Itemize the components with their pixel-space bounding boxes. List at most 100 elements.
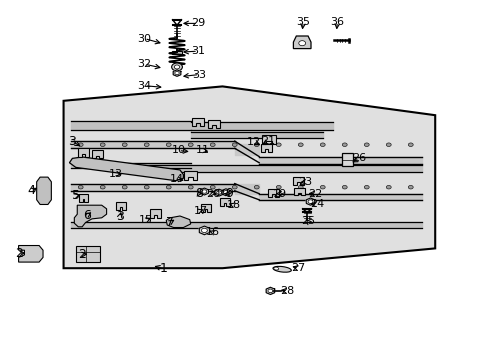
Text: 15: 15 xyxy=(139,215,152,225)
Ellipse shape xyxy=(273,267,278,270)
Text: 21: 21 xyxy=(261,136,274,146)
Polygon shape xyxy=(37,177,51,204)
Text: 6: 6 xyxy=(83,209,91,222)
Polygon shape xyxy=(150,209,161,217)
Text: 10: 10 xyxy=(171,145,185,156)
Polygon shape xyxy=(293,188,304,195)
Circle shape xyxy=(174,65,180,69)
Text: 28: 28 xyxy=(280,286,294,296)
Text: 14: 14 xyxy=(170,174,183,184)
Circle shape xyxy=(175,72,179,75)
Text: 17: 17 xyxy=(193,206,207,216)
Polygon shape xyxy=(184,171,197,180)
Polygon shape xyxy=(74,205,106,227)
Polygon shape xyxy=(173,70,181,76)
Circle shape xyxy=(216,191,221,194)
Polygon shape xyxy=(222,189,229,196)
Circle shape xyxy=(171,63,182,71)
Circle shape xyxy=(407,185,412,189)
Circle shape xyxy=(342,143,346,147)
Polygon shape xyxy=(199,226,209,235)
Bar xyxy=(342,153,352,166)
Polygon shape xyxy=(69,157,183,181)
Polygon shape xyxy=(268,189,279,197)
Text: 4: 4 xyxy=(28,184,36,197)
Polygon shape xyxy=(262,135,275,144)
Circle shape xyxy=(320,185,325,189)
Polygon shape xyxy=(201,204,211,212)
Circle shape xyxy=(298,41,305,46)
Text: 23: 23 xyxy=(298,177,312,187)
Circle shape xyxy=(166,143,171,147)
Polygon shape xyxy=(192,118,203,126)
Text: 26: 26 xyxy=(352,153,366,163)
Text: 34: 34 xyxy=(137,81,151,91)
Circle shape xyxy=(144,143,149,147)
Text: 18: 18 xyxy=(226,200,240,210)
Circle shape xyxy=(144,185,149,189)
Circle shape xyxy=(267,289,272,293)
Circle shape xyxy=(276,185,281,189)
Circle shape xyxy=(364,185,368,189)
Circle shape xyxy=(407,143,412,147)
Circle shape xyxy=(254,143,259,147)
Circle shape xyxy=(122,185,127,189)
Text: 2: 2 xyxy=(78,248,86,261)
Polygon shape xyxy=(292,177,303,185)
Polygon shape xyxy=(265,287,274,294)
Polygon shape xyxy=(92,150,103,158)
Polygon shape xyxy=(76,246,100,262)
Text: 32: 32 xyxy=(137,59,151,69)
Circle shape xyxy=(298,143,303,147)
Polygon shape xyxy=(215,189,223,196)
Text: 13: 13 xyxy=(109,168,122,179)
Circle shape xyxy=(78,143,83,147)
Circle shape xyxy=(254,185,259,189)
Circle shape xyxy=(201,228,207,233)
Polygon shape xyxy=(63,86,434,268)
Text: 7: 7 xyxy=(166,216,174,229)
Polygon shape xyxy=(78,148,88,157)
Polygon shape xyxy=(305,198,314,205)
Text: 16: 16 xyxy=(205,227,219,237)
Polygon shape xyxy=(220,198,229,206)
Text: 3: 3 xyxy=(68,135,76,148)
Circle shape xyxy=(386,185,390,189)
Circle shape xyxy=(188,143,193,147)
Text: 36: 36 xyxy=(330,17,344,27)
Circle shape xyxy=(364,143,368,147)
Circle shape xyxy=(232,143,237,147)
Text: 3: 3 xyxy=(116,210,123,223)
Circle shape xyxy=(342,185,346,189)
Circle shape xyxy=(232,185,237,189)
Text: 20: 20 xyxy=(205,189,219,199)
Circle shape xyxy=(122,143,127,147)
Text: 19: 19 xyxy=(272,189,286,199)
Text: 27: 27 xyxy=(290,263,305,273)
Circle shape xyxy=(210,185,215,189)
Circle shape xyxy=(210,143,215,147)
Ellipse shape xyxy=(272,266,291,272)
Text: 5: 5 xyxy=(72,189,80,202)
Text: 2: 2 xyxy=(15,247,22,260)
Circle shape xyxy=(100,185,105,189)
Polygon shape xyxy=(166,216,190,228)
Circle shape xyxy=(202,190,206,193)
Text: 29: 29 xyxy=(190,18,205,28)
Bar xyxy=(172,51,182,54)
Circle shape xyxy=(307,200,312,203)
Polygon shape xyxy=(293,36,310,49)
Circle shape xyxy=(320,143,325,147)
Circle shape xyxy=(223,190,228,194)
Circle shape xyxy=(166,185,171,189)
Text: 11: 11 xyxy=(196,145,209,156)
Polygon shape xyxy=(116,202,126,210)
Polygon shape xyxy=(208,120,220,128)
Text: 9: 9 xyxy=(224,187,232,200)
Polygon shape xyxy=(200,188,208,195)
Text: 33: 33 xyxy=(192,69,206,80)
Text: 1: 1 xyxy=(160,262,167,275)
Text: 8: 8 xyxy=(195,187,203,200)
Text: 30: 30 xyxy=(137,33,151,44)
Polygon shape xyxy=(260,144,272,152)
